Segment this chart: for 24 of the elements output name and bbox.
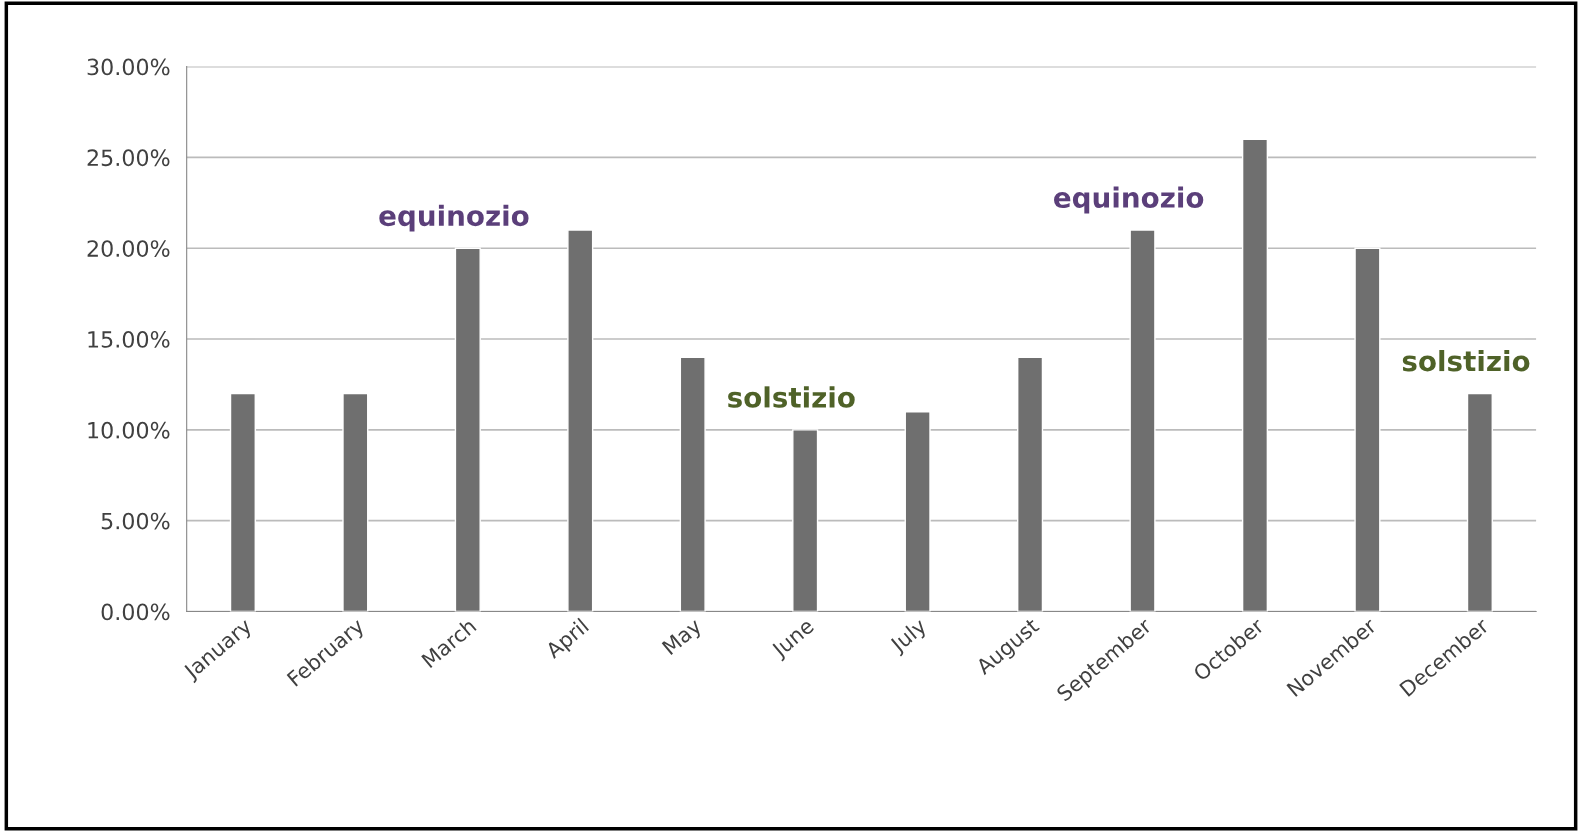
y-tick-label: 10.00% [88, 421, 170, 439]
y-tick-label: 0.00% [101, 603, 170, 621]
annotation: equinozio [379, 204, 529, 232]
annotation: equinozio [1054, 186, 1204, 214]
bar [454, 247, 481, 612]
bar [1241, 138, 1269, 612]
annotation: solstizio [1402, 349, 1530, 372]
bar [1466, 392, 1493, 612]
bar [679, 356, 706, 612]
y-tick-label: 15.00% [88, 330, 170, 348]
bar [904, 411, 931, 612]
bar [1017, 356, 1044, 612]
bar [567, 229, 594, 612]
bar [342, 392, 369, 612]
annotation: solstizio [728, 386, 855, 408]
bar [792, 429, 819, 612]
bar [229, 392, 256, 612]
x-tick-label: May [661, 617, 706, 659]
bar [1354, 247, 1381, 612]
bar [1129, 229, 1156, 612]
y-tick-label: 30.00% [87, 58, 170, 76]
y-tick-label: 5.00% [101, 512, 170, 530]
y-tick-label: 20.00% [87, 240, 170, 257]
y-tick-label: 25.00% [87, 149, 170, 167]
